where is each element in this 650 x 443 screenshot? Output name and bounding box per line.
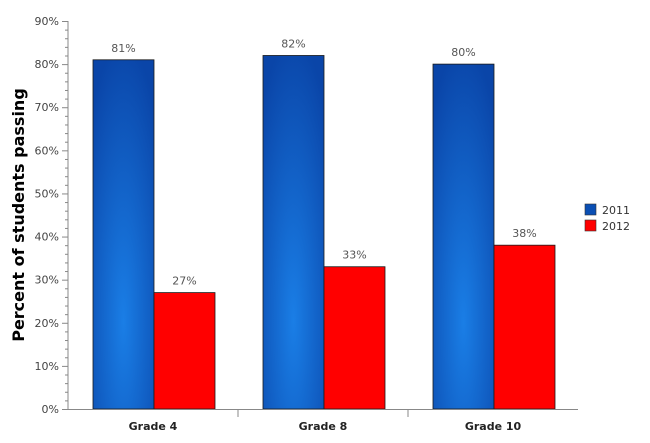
bar-2012-grade-10 [493,244,556,410]
y-tick-label: 90% [35,15,59,28]
x-tick-label: Grade 8 [299,420,348,433]
legend-label-2011: 2011 [602,204,630,217]
bar-2011-grade-8 [262,55,325,410]
y-tick-label: 0% [42,403,59,416]
data-label: 80% [451,46,475,59]
legend-swatch-2012 [584,219,597,232]
data-label: 27% [172,275,196,288]
y-axis-label: Percent of students passing [9,88,28,342]
bar-2012-grade-4 [153,292,216,410]
x-axis: Grade 4 Grade 8 Grade 10 [68,409,578,433]
bar-2012-grade-8 [323,266,386,410]
y-tick-label: 70% [35,101,59,114]
y-tick-label: 20% [35,317,59,330]
legend-label-2012: 2012 [602,220,630,233]
data-label: 82% [281,37,305,50]
y-tick-label: 80% [35,58,59,71]
x-tick-label: Grade 10 [465,420,522,433]
y-tick-label: 30% [35,274,59,287]
y-tick-label: 60% [35,144,59,157]
legend-swatch-2011 [584,203,597,216]
legend: 2011 2012 [584,203,630,233]
y-tick-label: 10% [35,360,59,373]
data-label: 81% [111,42,135,55]
y-axis: 0% 10% 20% 30% 40% 50% 60% 70% 80% 90% [35,15,69,416]
bar-2011-grade-4 [92,59,155,410]
data-label: 33% [342,249,366,262]
y-tick-label: 50% [35,187,59,200]
data-label: 38% [512,227,536,240]
bars: 81% 27% 82% 33% 80% 38% [92,37,556,410]
bar-2011-grade-10 [432,63,495,410]
x-tick-label: Grade 4 [129,420,178,433]
y-tick-label: 40% [35,231,59,244]
